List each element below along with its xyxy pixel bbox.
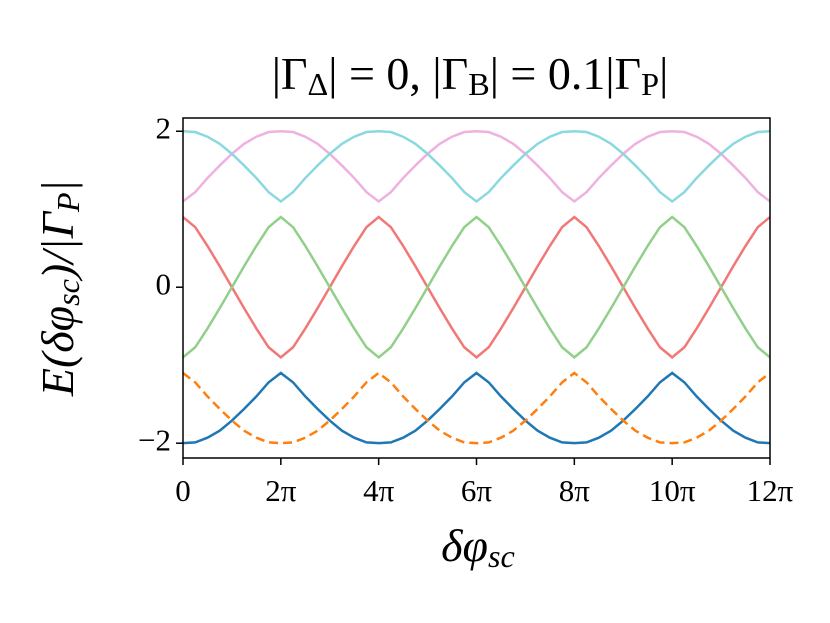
x-axis-label: δφsc <box>441 520 515 575</box>
y-tick-label: −2 <box>138 422 171 457</box>
y-tick-label: 2 <box>156 110 172 145</box>
chart-title: |ΓΔ| = 0, |ΓB| = 0.1|ΓP| <box>272 48 669 103</box>
series-line <box>182 130 771 204</box>
series-line <box>182 371 771 445</box>
series-line <box>182 130 771 204</box>
y-tick-label: 0 <box>156 266 172 301</box>
plot-frame <box>182 117 771 459</box>
x-tick-label: 0 <box>175 473 191 508</box>
x-tick-label: 2π <box>265 473 297 508</box>
series-line <box>182 371 771 445</box>
series-line <box>182 215 771 360</box>
x-tick-label: 6π <box>461 473 493 508</box>
x-tick-label: 12π <box>747 473 794 508</box>
y-axis-label: E(δφsc)/|ΓP| <box>32 180 87 397</box>
x-tick-label: 4π <box>363 473 395 508</box>
series-line <box>182 215 771 360</box>
x-tick-label: 8π <box>559 473 591 508</box>
x-tick-label: 10π <box>649 473 696 508</box>
